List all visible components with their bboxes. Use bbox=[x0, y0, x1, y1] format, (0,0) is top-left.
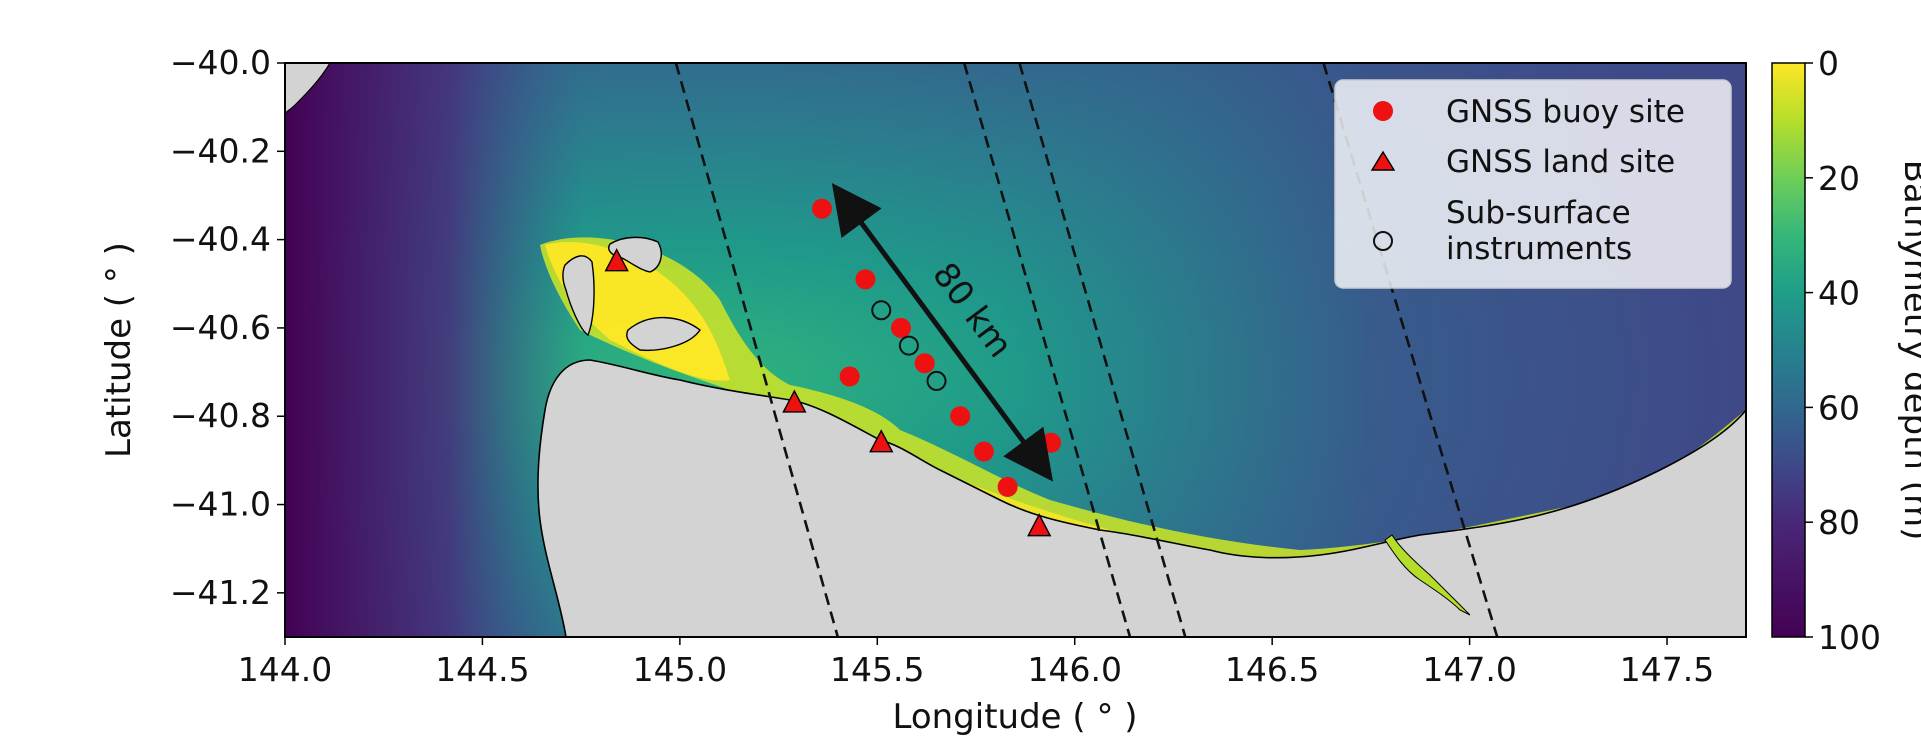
island-sw-corner bbox=[285, 63, 331, 114]
colorbar-tick-label: 100 bbox=[1818, 618, 1881, 657]
buoy-site-point bbox=[890, 317, 911, 338]
y-axis-ticks: −40.0 −40.2 −40.4 −40.6 −40.8 −41.0 −41.2 bbox=[170, 43, 285, 612]
y-tick-label: −40.4 bbox=[170, 220, 271, 259]
buoy-site-point bbox=[973, 441, 994, 462]
y-tick-label: −41.0 bbox=[170, 485, 271, 524]
x-tick-label: 145.5 bbox=[830, 650, 924, 689]
colorbar-label: Bathymetry depth (m) bbox=[1896, 160, 1921, 541]
land-site-point bbox=[604, 248, 629, 272]
x-axis-ticks: 144.0 144.5 145.0 145.5 146.0 146.5 147.0 147.5 bbox=[238, 637, 1714, 689]
x-tick-label: 145.0 bbox=[633, 650, 727, 689]
colorbar-tick-label: 0 bbox=[1818, 44, 1839, 83]
x-tick-label: 147.0 bbox=[1422, 650, 1516, 689]
y-tick-label: −40.0 bbox=[170, 43, 271, 82]
dashed-line-2 bbox=[962, 63, 1132, 637]
y-tick-label: −40.2 bbox=[170, 131, 271, 170]
x-tick-label: 146.5 bbox=[1225, 650, 1319, 689]
legend-land-marker bbox=[1370, 150, 1396, 171]
legend-buoy-label: GNSS buoy site bbox=[1446, 94, 1685, 130]
plot-frame bbox=[284, 62, 1747, 638]
river-inlet bbox=[1384, 534, 1471, 616]
y-axis-label: Latitude ( ° ) bbox=[99, 242, 139, 458]
peninsula bbox=[626, 316, 701, 352]
buoy-site-point bbox=[839, 366, 860, 387]
colorbar-tick-label: 80 bbox=[1818, 503, 1860, 542]
buoy-site-point bbox=[812, 198, 833, 219]
x-tick-label: 147.5 bbox=[1620, 650, 1714, 689]
y-tick-label: −40.6 bbox=[170, 308, 271, 347]
legend-box bbox=[1334, 79, 1732, 289]
y-tick-label: −40.8 bbox=[170, 396, 271, 435]
colorbar-gradient bbox=[1771, 62, 1806, 638]
legend: GNSS buoy site GNSS land site Sub-surfac… bbox=[1334, 79, 1732, 289]
legend-subsurface-marker bbox=[1373, 231, 1393, 251]
land-site-point bbox=[782, 389, 807, 413]
legend-buoy-marker bbox=[1373, 101, 1393, 121]
y-tick-label: −41.2 bbox=[170, 573, 271, 612]
x-tick-label: 146.0 bbox=[1027, 650, 1121, 689]
colorbar-ticks: 0 20 40 60 80 100 bbox=[1805, 44, 1881, 657]
island-hunter bbox=[562, 255, 595, 337]
colorbar-tick-label: 20 bbox=[1818, 159, 1860, 198]
legend-subsurface-label: Sub-surface instruments bbox=[1446, 195, 1632, 267]
x-axis-label: Longitude ( ° ) bbox=[892, 697, 1137, 737]
colorbar-tick-label: 40 bbox=[1818, 274, 1860, 313]
buoy-site-point bbox=[855, 269, 876, 290]
colorbar-tick-label: 60 bbox=[1818, 388, 1860, 427]
x-tick-label: 144.0 bbox=[238, 650, 332, 689]
buoy-site-point bbox=[1041, 432, 1062, 453]
x-tick-label: 144.5 bbox=[435, 650, 529, 689]
dashed-line-3 bbox=[1018, 63, 1187, 637]
distance-arrow bbox=[831, 183, 1054, 482]
land-site-point bbox=[1027, 513, 1052, 537]
legend-land-label: GNSS land site bbox=[1446, 144, 1675, 180]
dashed-line-1 bbox=[674, 63, 840, 637]
buoy-site-point bbox=[997, 476, 1018, 497]
buoy-site-point bbox=[914, 353, 935, 374]
buoy-site-point bbox=[950, 406, 971, 427]
colorbar: 0 20 40 60 80 100 Bathymetry depth (m) bbox=[1771, 44, 1921, 657]
